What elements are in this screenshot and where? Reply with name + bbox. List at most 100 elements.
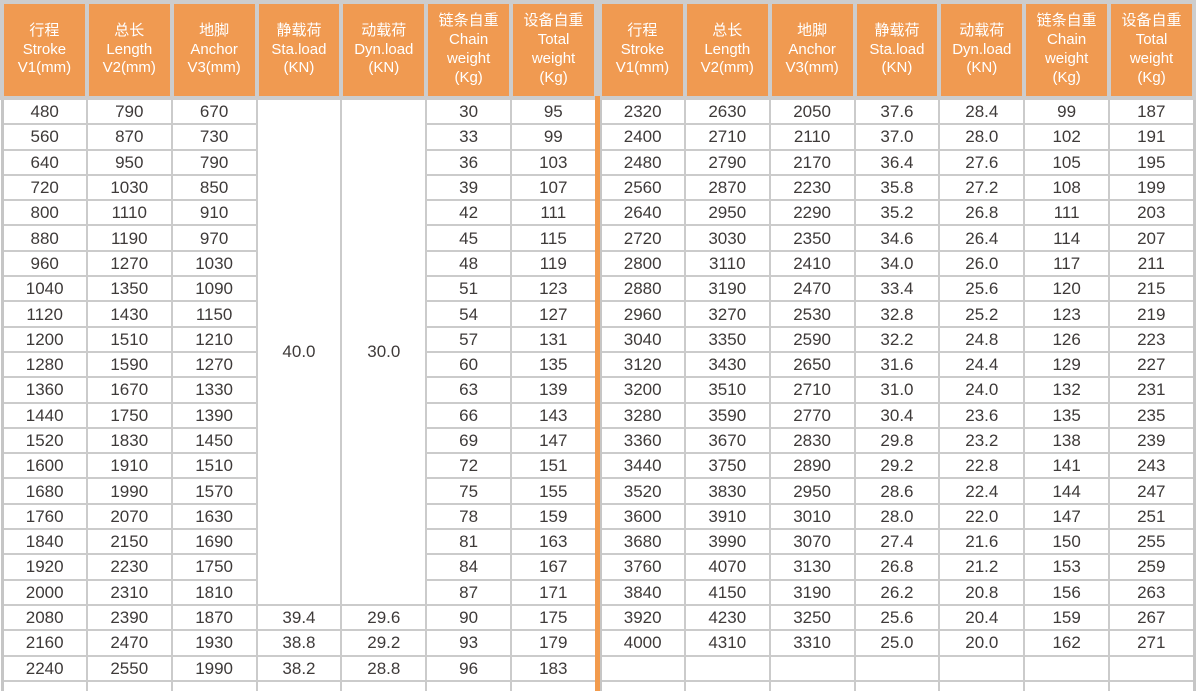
table-cell: 105 (1023, 148, 1111, 176)
table-cell (510, 679, 597, 691)
table-cell: 33 (425, 123, 513, 151)
table-cell: 3750 (683, 452, 771, 480)
column-header-line: 设备自重 (1121, 12, 1182, 30)
table-cell: 38.2 (255, 654, 343, 682)
table-cell: 99 (510, 123, 597, 151)
table-cell: 2400 (599, 123, 686, 151)
table-row: 3120 3430 2650 31.6 24.4 129 227 (599, 350, 1195, 379)
table-row: 3200 3510 2710 31.0 24.0 132 231 (599, 376, 1195, 404)
table-cell: 143 (510, 401, 597, 429)
table-cell: 42 (425, 199, 513, 227)
table-cell: 3510 (683, 376, 771, 404)
table-cell: 3190 (683, 275, 771, 303)
table-cell: 159 (1023, 603, 1111, 632)
column-header-line: (KN) (881, 59, 913, 77)
table-cell: 27.4 (853, 528, 941, 556)
column-header-line: 静载荷 (276, 21, 322, 39)
table-cell: 22.8 (938, 452, 1026, 480)
table-cell: 126 (1023, 325, 1111, 353)
table-cell: 29.2 (853, 452, 941, 480)
table-row: 1760 2070 1630 78 159 (1, 502, 597, 531)
table-cell: 26.4 (938, 224, 1026, 252)
clipped-bottom-row (1, 679, 597, 691)
table-cell: 141 (1023, 452, 1111, 480)
table-cell: 247 (1108, 477, 1195, 505)
table-cell: 1450 (170, 426, 258, 455)
table-row (599, 654, 1195, 682)
table-cell: 4070 (683, 553, 771, 581)
table-cell: 2160 (1, 629, 88, 657)
table-cell: 790 (85, 96, 173, 126)
table-cell: 36.4 (853, 148, 941, 176)
column-header-line: (Kg) (1137, 68, 1166, 86)
column-header-line: Length (704, 40, 751, 58)
table-cell: 35.8 (853, 173, 941, 202)
table-cell: 135 (1023, 401, 1111, 429)
table-row: 800 1110 910 42 111 (1, 199, 597, 227)
table-cell: 23.6 (938, 401, 1026, 429)
table-row: 480 790 670 40.0 30.0 30 95 (1, 96, 597, 606)
table-cell: 1360 (1, 376, 88, 404)
table-row: 2960 3270 2530 32.8 25.2 123 219 (599, 300, 1195, 328)
column-header-line: Sta.load (271, 40, 327, 58)
table-cell: 3130 (768, 553, 856, 581)
table-cell: 131 (510, 325, 597, 353)
table-cell: 1330 (170, 376, 258, 404)
table-row: 4000 4310 3310 25.0 20.0 162 271 (599, 629, 1195, 657)
table-cell: 255 (1108, 528, 1195, 556)
column-header: 设备自重 Total weight (Kg) (509, 0, 598, 100)
column-header-line: (KN) (283, 59, 315, 77)
table-row: 2720 3030 2350 34.6 26.4 114 207 (599, 224, 1195, 252)
table-cell: 114 (1023, 224, 1111, 252)
table-cell: 1760 (1, 502, 88, 531)
table-cell: 2790 (683, 148, 771, 176)
table-cell: 4000 (599, 629, 686, 657)
table-cell: 3010 (768, 502, 856, 531)
table-cell: 2480 (599, 148, 686, 176)
table-cell: 3680 (599, 528, 686, 556)
table-row: 720 1030 850 39 107 (1, 173, 597, 202)
table-cell: 25.6 (853, 603, 941, 632)
column-header-line: 设备自重 (523, 12, 584, 30)
table-row: 1200 1510 1210 57 131 (1, 325, 597, 353)
table-cell: 163 (510, 528, 597, 556)
table-row: 2640 2950 2290 35.2 26.8 111 203 (599, 199, 1195, 227)
table-cell: 1750 (170, 553, 258, 581)
column-header-line: 行程 (29, 21, 60, 39)
column-header: 地脚 Anchor V3(mm) (767, 0, 857, 100)
table-cell: 26.0 (938, 249, 1026, 278)
table-cell: 2550 (85, 654, 173, 682)
table-cell: 243 (1108, 452, 1195, 480)
table-cell: 3920 (599, 603, 686, 632)
table-cell: 3760 (599, 553, 686, 581)
table-cell: 95 (510, 96, 597, 126)
table-cell: 21.6 (938, 528, 1026, 556)
table-cell: 2080 (1, 603, 88, 632)
table-cell: 111 (1023, 199, 1111, 227)
table-row: 960 1270 1030 48 119 (1, 249, 597, 278)
column-header-line: 链条自重 (438, 12, 499, 30)
table-row: 3840 4150 3190 26.2 20.8 156 263 (599, 578, 1195, 606)
table-cell: 3040 (599, 325, 686, 353)
column-header-line: Dyn.load (952, 40, 1012, 58)
table-cell: 480 (1, 96, 88, 126)
table-cell: 103 (510, 148, 597, 176)
table-cell (683, 654, 771, 682)
column-header-line: V1(mm) (17, 59, 72, 77)
table-cell: 24.8 (938, 325, 1026, 353)
table-cell: 3350 (683, 325, 771, 353)
column-header: 地脚 Anchor V3(mm) (169, 0, 259, 100)
table-row: 2160 2470 1930 38.8 29.2 93 179 (1, 629, 597, 657)
header-row: 行程 Stroke V1(mm) 总长 Length V2(mm) 地脚 Anchor V3(m… (0, 0, 598, 100)
column-header-line: Stroke (620, 40, 665, 58)
table-cell: 99 (1023, 96, 1111, 126)
table-cell: 119 (510, 249, 597, 278)
table-cell: 39 (425, 173, 513, 202)
table-divider-line (595, 96, 600, 691)
table-cell: 2070 (85, 502, 173, 531)
table-cell: 3270 (683, 300, 771, 328)
table-cell: 2320 (599, 96, 686, 126)
table-cell: 3830 (683, 477, 771, 505)
table-cell: 29.8 (853, 426, 941, 455)
table-row: 2400 2710 2110 37.0 28.0 102 191 (599, 123, 1195, 151)
